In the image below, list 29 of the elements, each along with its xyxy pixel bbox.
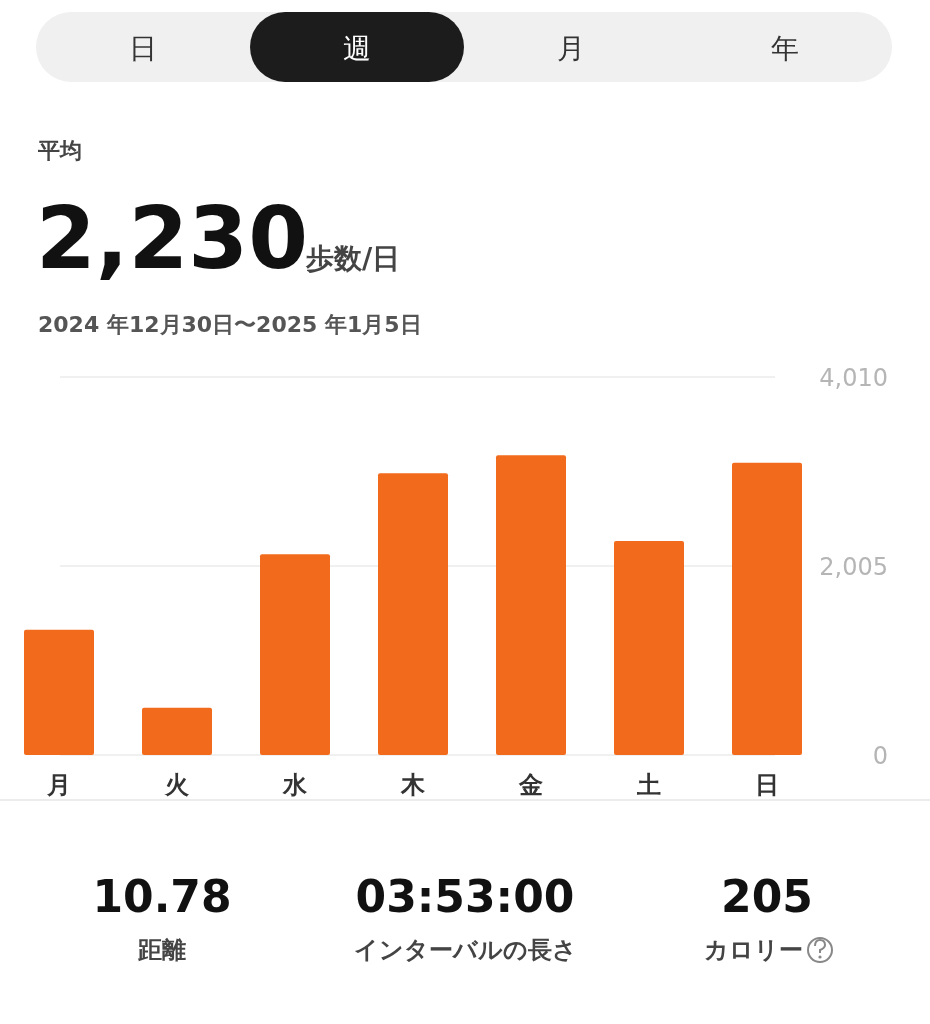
text: 205 [721, 871, 813, 922]
x-tick-label: 火 [164, 771, 190, 799]
x-tick-label: 土 [636, 771, 661, 799]
bar [496, 455, 566, 755]
chart-title: 平均 [37, 138, 82, 163]
bar [24, 629, 94, 755]
x-tick-label: 水 [282, 771, 308, 799]
text: 日 [129, 32, 157, 65]
text: インターバルの長さ [353, 936, 577, 964]
x-tick-label: 月 [46, 771, 71, 799]
x-tick-label: 木 [400, 771, 426, 799]
text: 10.78 [92, 871, 232, 922]
x-tick-label: 金 [518, 771, 543, 799]
text: 距離 [137, 936, 186, 964]
bar [378, 473, 448, 755]
bar [614, 541, 684, 755]
text: カロリー [703, 936, 803, 964]
bar [142, 707, 212, 755]
y-tick-label: 2,005 [819, 553, 888, 581]
bar [260, 554, 330, 755]
bar [732, 462, 802, 755]
y-tick-label: 4,010 [819, 364, 888, 392]
text: 03:53:00 [355, 871, 575, 922]
text: 2024 年12月30日〜2025 年1月5日 [38, 312, 422, 337]
x-tick-label: 日 [755, 771, 779, 799]
y-tick-label: 0 [872, 742, 888, 770]
text: 週 [343, 32, 371, 65]
text: 年 [771, 32, 799, 65]
text: 月 [557, 32, 585, 65]
